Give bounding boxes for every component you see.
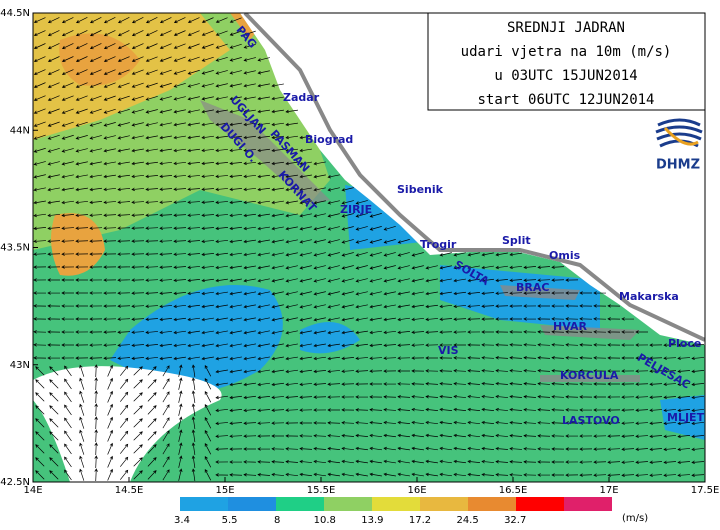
place-label: HVAR [553, 320, 587, 333]
place-label: Omis [549, 249, 581, 262]
zone-blue [110, 285, 283, 393]
legend-level: 5.5 [222, 515, 238, 526]
place-label: Split [502, 234, 531, 247]
place-label: Zadar [283, 91, 320, 104]
zone-blue [660, 395, 705, 440]
wind-arrows [33, 17, 705, 482]
lon-tick-label: 15.5E [307, 485, 336, 496]
islands [500, 285, 640, 382]
legend-swatch [516, 497, 564, 511]
legend-swatch [276, 497, 324, 511]
lat-tick-label: 42.5N [0, 477, 30, 488]
logo-text: DHMZ [656, 158, 700, 173]
legend-unit: (m/s) [622, 513, 648, 524]
lat-tick-label: 44.5N [0, 8, 30, 19]
lon-tick-label: 16.5E [499, 485, 528, 496]
legend-level: 3.4 [174, 515, 190, 526]
legend-swatch [180, 497, 228, 511]
legend-level: 24.5 [456, 515, 478, 526]
legend-swatch [372, 497, 420, 511]
logo: DHMZ [655, 118, 703, 173]
place-label: BRAC [516, 281, 549, 294]
lat-tick-label: 43N [10, 360, 30, 371]
legend-swatch [420, 497, 468, 511]
place-label: LASTOVO [562, 414, 620, 427]
lat-tick-label: 44N [10, 125, 30, 136]
legend-level: 8 [274, 515, 280, 526]
place-label: KORCULA [560, 369, 619, 382]
title-line: SREDNJI JADRAN [507, 20, 625, 36]
lon-tick-label: 15E [215, 485, 234, 496]
lon-tick-label: 14E [23, 485, 42, 496]
title-line: start 06UTC 12JUN2014 [477, 92, 654, 108]
place-label: VIS [438, 344, 459, 357]
lon-tick-label: 17.5E [691, 485, 720, 496]
place-label: ZIRJE [340, 203, 372, 216]
legend-level: 17.2 [409, 515, 431, 526]
zone-blue [440, 265, 600, 330]
place-label: Makarska [619, 290, 679, 303]
zone-calm [33, 366, 222, 482]
legend-level: 10.8 [314, 515, 336, 526]
lon-tick-label: 17E [599, 485, 618, 496]
place-label: MLJET [667, 411, 705, 424]
legend-swatch [228, 497, 276, 511]
title-line: udari vjetra na 10m (m/s) [461, 44, 672, 60]
place-label: Biograd [305, 133, 353, 146]
legend-level: 32.7 [504, 515, 526, 526]
title-box [427, 12, 706, 111]
legend-swatch [468, 497, 516, 511]
legend-swatch [324, 497, 372, 511]
place-label: Sibenik [397, 183, 444, 196]
logo-mark [663, 126, 699, 146]
arrow-glyphs [33, 17, 705, 482]
legend-swatch [564, 497, 612, 511]
place-label: Ploce [668, 337, 701, 350]
lon-tick-label: 16E [407, 485, 426, 496]
islands [200, 100, 330, 205]
legend-level: 13.9 [361, 515, 383, 526]
lat-tick-label: 43.5N [0, 243, 30, 254]
title-line: u 03UTC 15JUN2014 [494, 68, 637, 84]
lon-tick-label: 14.5E [115, 485, 144, 496]
logo-mark [655, 118, 703, 148]
coastline [243, 13, 705, 342]
place-label: Trogir [420, 238, 457, 251]
